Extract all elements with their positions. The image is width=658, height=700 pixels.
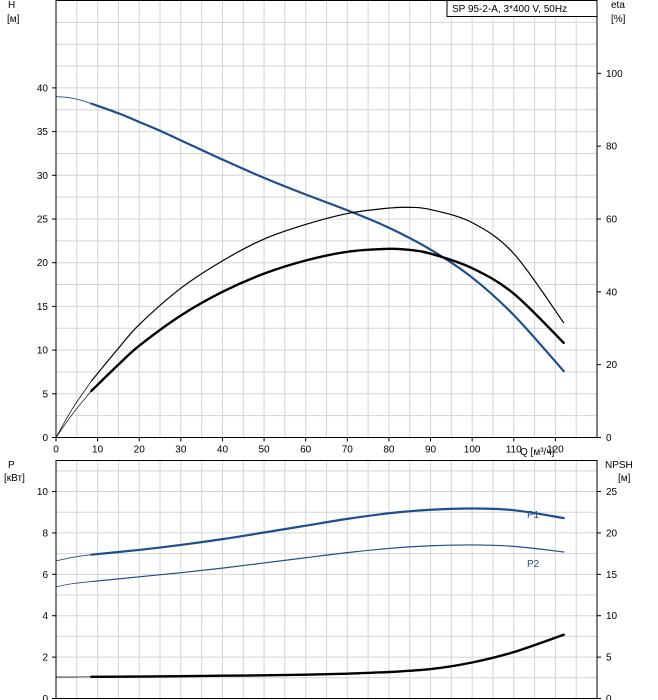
head-y-tick-label: 40 bbox=[37, 83, 49, 94]
power-y-right-tick-label: 10 bbox=[606, 611, 618, 622]
pump-model-box bbox=[446, 0, 598, 17]
head-y-tick-label: 5 bbox=[42, 389, 48, 400]
y-axis-unit-eta: [%] bbox=[611, 14, 626, 25]
power-y-right-tick-label: 5 bbox=[606, 653, 612, 664]
head-y-tick-label: 15 bbox=[37, 302, 49, 313]
head-y-tick-label: 25 bbox=[37, 215, 49, 226]
x-tick-label: 100 bbox=[464, 445, 481, 456]
power-y-tick-label: 6 bbox=[42, 570, 48, 581]
head-axis-ticks: 0 5 10 15 20 25 30 35 40 0 20 40 60 80 100 0 10 20 30 40 50 6… bbox=[37, 69, 623, 456]
series-label-p2: P2 bbox=[527, 559, 540, 570]
head-y-right-tick-label: 20 bbox=[606, 360, 618, 371]
x-tick-label: 10 bbox=[92, 445, 104, 456]
head-y-right-tick-label: 80 bbox=[606, 142, 618, 153]
power-y-right-tick-label: 15 bbox=[606, 570, 618, 581]
x-tick-label: 20 bbox=[134, 445, 146, 456]
power-y-tick-label: 2 bbox=[42, 653, 48, 664]
x-tick-label: 40 bbox=[217, 445, 229, 456]
power-axis-ticks: 0 2 4 6 8 10 0 5 10 15 20 25 bbox=[37, 487, 618, 700]
power-npsh-panel: 0 2 4 6 8 10 0 5 10 15 20 25 P [кВт] NPSH [м] P1 P2 bbox=[4, 460, 633, 700]
power-curve-1 bbox=[90, 544, 565, 583]
x-tick-label: 90 bbox=[425, 445, 437, 456]
y-axis-unit-head: [м] bbox=[7, 14, 20, 25]
power-y-right-tick-label: 25 bbox=[606, 487, 618, 498]
y-axis-label-head: H bbox=[8, 0, 15, 11]
x-tick-label: 60 bbox=[300, 445, 312, 456]
head-y-tick-label: 20 bbox=[37, 258, 49, 269]
head-curve-0 bbox=[90, 102, 565, 373]
head-efficiency-panel: 0 5 10 15 20 25 30 35 40 0 20 40 60 80 100 0 10 20 30 40 50 6… bbox=[7, 0, 626, 458]
head-y-tick-label: 35 bbox=[37, 127, 49, 138]
y-axis-unit-npsh: [м] bbox=[618, 473, 631, 484]
power-plot-frame bbox=[55, 460, 598, 699]
series-label-p1: P1 bbox=[527, 510, 540, 521]
head-efficiency-curves bbox=[55, 96, 565, 438]
head-y-right-tick-label: 60 bbox=[606, 215, 618, 226]
head-curve-1 bbox=[90, 206, 565, 382]
head-curve-extension-2 bbox=[55, 390, 92, 438]
power-y-right-tick-label: 0 bbox=[606, 694, 612, 700]
power-y-tick-label: 4 bbox=[42, 611, 48, 622]
x-tick-label: 70 bbox=[342, 445, 354, 456]
pump-model-label: SP 95-2-A, 3*400 V, 50Hz bbox=[452, 4, 567, 15]
head-y-tick-label: 0 bbox=[42, 433, 48, 444]
power-curve-0 bbox=[90, 507, 565, 556]
power-curve-extension-0 bbox=[55, 554, 92, 562]
x-tick-label: 50 bbox=[259, 445, 271, 456]
power-y-tick-label: 10 bbox=[37, 487, 49, 498]
x-tick-label: 0 bbox=[53, 445, 59, 456]
x-tick-label: 80 bbox=[383, 445, 395, 456]
x-tick-label: 30 bbox=[175, 445, 187, 456]
x-tick-label: 120 bbox=[547, 445, 564, 456]
power-npsh-curves bbox=[55, 507, 565, 679]
x-tick-label: 110 bbox=[506, 445, 522, 456]
head-curve-extension-1 bbox=[55, 380, 92, 438]
x-axis-label-flow: Q [м³/ч] bbox=[520, 447, 555, 458]
power-y-tick-label: 0 bbox=[42, 694, 48, 700]
head-curve-extension-0 bbox=[55, 96, 92, 105]
head-y-tick-label: 10 bbox=[37, 346, 49, 357]
power-y-right-tick-label: 20 bbox=[606, 528, 618, 539]
head-y-right-tick-label: 0 bbox=[606, 433, 612, 444]
head-y-right-tick-label: 40 bbox=[606, 287, 618, 298]
power-grid bbox=[56, 460, 597, 699]
head-y-right-tick-label: 100 bbox=[606, 69, 623, 80]
y-axis-label-eta: eta bbox=[611, 0, 625, 11]
y-axis-label-power: P bbox=[8, 460, 15, 471]
power-curve-2 bbox=[90, 633, 565, 679]
head-curve-2 bbox=[90, 247, 565, 393]
y-axis-label-npsh: NPSH bbox=[605, 460, 633, 471]
power-curve-extension-1 bbox=[55, 581, 92, 588]
y-axis-unit-power: [кВт] bbox=[4, 473, 25, 484]
power-y-tick-label: 8 bbox=[42, 528, 48, 539]
head-y-tick-label: 30 bbox=[37, 171, 49, 182]
